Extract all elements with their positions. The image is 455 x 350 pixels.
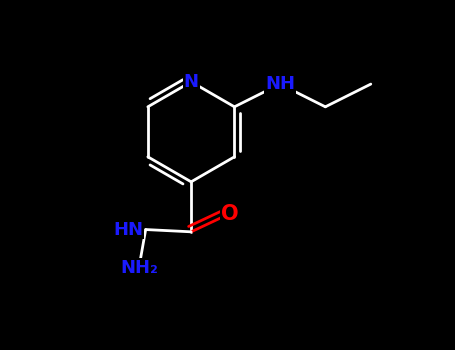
- Text: NH₂: NH₂: [120, 259, 158, 277]
- Text: NH: NH: [265, 75, 295, 93]
- Text: O: O: [221, 204, 238, 224]
- Text: N: N: [184, 73, 199, 91]
- Text: HN: HN: [113, 220, 143, 239]
